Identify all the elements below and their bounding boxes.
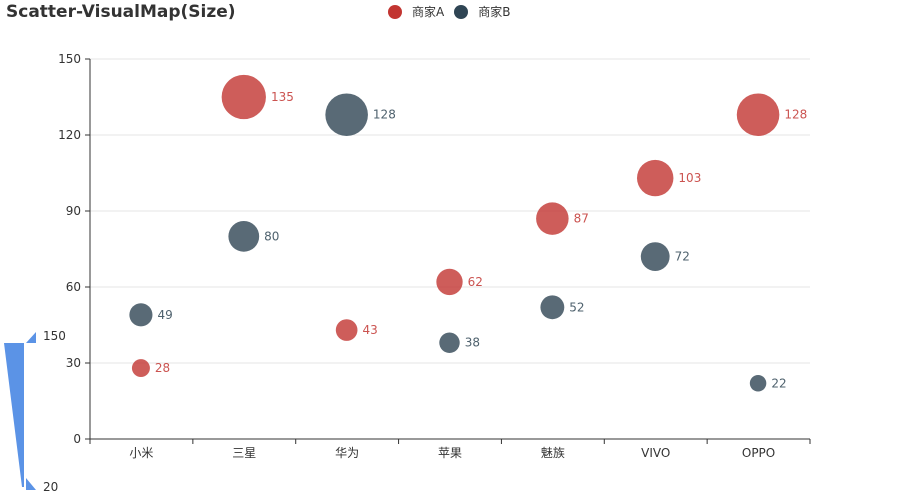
- legend-label-series-b: 商家B: [478, 5, 511, 19]
- scatter-point-s1-2[interactable]: [325, 93, 368, 137]
- data-label-s0-4: 87: [574, 212, 589, 226]
- x-tick-label-2: 华为: [335, 446, 359, 460]
- scatter-point-s0-1[interactable]: [221, 74, 266, 120]
- x-tick-label-5: VIVO: [641, 446, 670, 460]
- data-label-s0-5: 103: [678, 171, 701, 185]
- page-title: Scatter-VisualMap(Size): [6, 2, 236, 22]
- legend-item-series-b[interactable]: 商家B: [454, 3, 510, 20]
- data-label-s1-4: 52: [569, 300, 584, 314]
- scatter-point-s0-2[interactable]: [335, 319, 358, 341]
- scatter-point-s1-6[interactable]: [749, 375, 767, 392]
- data-label-s0-2: 43: [362, 323, 377, 337]
- data-label-s1-2: 128: [373, 108, 396, 122]
- scatter-point-s0-0[interactable]: [131, 359, 150, 378]
- data-label-s0-1: 135: [271, 90, 294, 104]
- visual-map-min-label: 20: [43, 480, 58, 494]
- data-label-s1-6: 22: [771, 376, 786, 390]
- x-tick-label-4: 魅族: [541, 445, 565, 460]
- x-tick-label-0: 小米: [129, 446, 153, 460]
- legend-marker-series-a: [388, 4, 402, 19]
- data-label-s0-0: 28: [155, 361, 170, 375]
- data-label-s1-5: 72: [675, 250, 690, 264]
- data-label-s0-3: 62: [468, 275, 483, 289]
- visual-map-bar: [4, 343, 24, 487]
- legend: 商家A 商家B: [388, 3, 520, 20]
- scatter-point-s0-4[interactable]: [536, 202, 569, 235]
- y-tick-label-1: 30: [66, 356, 81, 370]
- y-tick-label-0: 0: [73, 432, 81, 446]
- scatter-point-s1-4[interactable]: [540, 295, 565, 320]
- data-label-s1-0: 49: [157, 308, 172, 322]
- scatter-point-s1-1[interactable]: [228, 220, 260, 252]
- scatter-point-s0-3[interactable]: [436, 268, 463, 296]
- y-tick-label-3: 90: [66, 204, 81, 218]
- scatter-point-s1-0[interactable]: [129, 303, 153, 327]
- legend-label-series-a: 商家A: [412, 5, 445, 19]
- x-tick-label-6: OPPO: [742, 446, 775, 460]
- visual-map-max-label: 150: [43, 329, 66, 343]
- scatter-point-s0-6[interactable]: [736, 93, 780, 137]
- scatter-point-s1-5[interactable]: [640, 242, 670, 271]
- scatter-point-s0-5[interactable]: [636, 159, 674, 197]
- visual-map-handle-top[interactable]: [26, 332, 36, 343]
- visual-map-handle-bottom[interactable]: [26, 478, 36, 490]
- legend-item-series-a[interactable]: 商家A: [388, 3, 444, 20]
- legend-marker-series-b: [454, 4, 469, 19]
- data-label-s1-1: 80: [264, 229, 279, 243]
- scatter-point-s1-3[interactable]: [439, 332, 460, 353]
- data-label-s0-6: 128: [784, 108, 807, 122]
- x-tick-label-1: 三星: [232, 446, 256, 460]
- y-tick-label-2: 60: [66, 280, 81, 294]
- x-tick-label-3: 苹果: [438, 446, 462, 460]
- data-label-s1-3: 38: [465, 336, 480, 350]
- y-tick-label-5: 150: [58, 52, 81, 66]
- y-tick-label-4: 120: [58, 128, 81, 142]
